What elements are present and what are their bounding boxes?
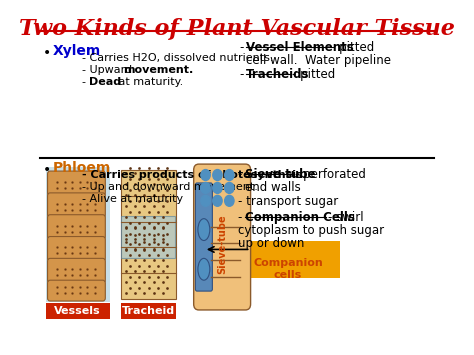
Text: •: • — [43, 46, 51, 60]
Text: cell wall.  Water pipeline: cell wall. Water pipeline — [246, 54, 392, 67]
Circle shape — [201, 170, 210, 180]
Text: Companion Cells: Companion Cells — [245, 211, 355, 224]
Text: Vessels: Vessels — [54, 306, 100, 316]
FancyBboxPatch shape — [47, 171, 105, 196]
FancyBboxPatch shape — [47, 236, 105, 261]
FancyBboxPatch shape — [120, 303, 176, 319]
Circle shape — [201, 195, 210, 206]
FancyBboxPatch shape — [120, 170, 176, 299]
Text: at maturity.: at maturity. — [115, 77, 183, 87]
Text: - Carries products of photosynthsis.: - Carries products of photosynthsis. — [82, 170, 307, 180]
Text: movement.: movement. — [123, 65, 193, 75]
FancyBboxPatch shape — [47, 258, 105, 283]
Text: Xylem: Xylem — [53, 44, 101, 58]
Text: cytoplasm to push sugar: cytoplasm to push sugar — [238, 224, 384, 237]
Text: - Carries H2O, dissolved nutrients.: - Carries H2O, dissolved nutrients. — [82, 53, 274, 63]
Text: Tracheids: Tracheids — [246, 68, 310, 81]
Text: •: • — [43, 163, 51, 177]
Circle shape — [201, 182, 210, 193]
FancyBboxPatch shape — [236, 241, 340, 278]
Circle shape — [213, 182, 222, 193]
FancyBboxPatch shape — [194, 164, 251, 310]
Text: Dead: Dead — [89, 77, 121, 87]
Text: - Up and downward movement.: - Up and downward movement. — [82, 182, 258, 192]
Text: -: - — [239, 41, 248, 54]
Text: - Upward: - Upward — [82, 65, 136, 75]
Text: -: - — [238, 168, 242, 181]
Text: Companion
cells: Companion cells — [253, 258, 323, 280]
Text: Two Kinds of Plant Vascular Tissue: Two Kinds of Plant Vascular Tissue — [19, 18, 455, 40]
Text: -: - — [238, 211, 246, 224]
Circle shape — [225, 182, 234, 193]
Text: - swirl: - swirl — [328, 211, 364, 224]
Circle shape — [213, 195, 222, 206]
FancyBboxPatch shape — [195, 183, 212, 291]
Text: - perforated: - perforated — [295, 168, 365, 181]
Text: - pitted: - pitted — [331, 41, 374, 54]
FancyBboxPatch shape — [47, 215, 105, 240]
Text: Phloem: Phloem — [53, 161, 111, 175]
Text: Vessel Elements: Vessel Elements — [246, 41, 354, 54]
Text: -: - — [82, 77, 90, 87]
Ellipse shape — [198, 258, 210, 280]
Circle shape — [225, 170, 234, 180]
FancyBboxPatch shape — [46, 167, 110, 302]
FancyBboxPatch shape — [121, 217, 175, 258]
Circle shape — [225, 195, 234, 206]
Text: Sieve-tube: Sieve-tube — [218, 215, 228, 274]
FancyBboxPatch shape — [47, 193, 105, 218]
Text: up or down: up or down — [238, 236, 304, 250]
Text: Sieve tube: Sieve tube — [245, 168, 315, 181]
Text: - pitted: - pitted — [292, 68, 336, 81]
Text: Tracheid: Tracheid — [122, 306, 175, 316]
FancyBboxPatch shape — [47, 280, 105, 301]
Text: - Alive at maturity: - Alive at maturity — [82, 194, 183, 204]
Text: end walls: end walls — [245, 181, 301, 194]
Ellipse shape — [198, 219, 210, 240]
Circle shape — [213, 170, 222, 180]
FancyBboxPatch shape — [46, 303, 110, 319]
Text: - transport sugar: - transport sugar — [238, 195, 338, 208]
Text: -: - — [239, 68, 248, 81]
